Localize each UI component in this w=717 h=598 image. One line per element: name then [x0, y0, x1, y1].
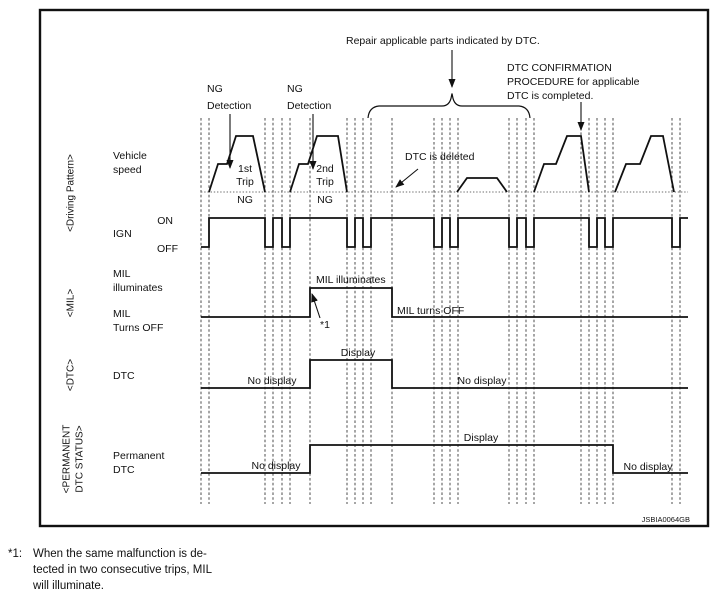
- driving-pattern-axis-label: <Driving Pattern>: [66, 154, 77, 232]
- footnote-line: When the same malfunction is de-: [33, 548, 207, 560]
- repair-brace: [367, 93, 531, 119]
- star1-marker: *1: [320, 319, 330, 331]
- mil-illuminates-label-line2: illuminates: [113, 282, 163, 294]
- trip1-label-line1: 1st: [238, 163, 252, 175]
- footnote-text: When the same malfunction is de- tected …: [33, 546, 212, 594]
- dtc-deleted-arrow: [395, 168, 419, 188]
- vehicle-speed-waveform-confirmation1: [533, 135, 590, 193]
- permanent-dtc-label-line1: Permanent: [113, 450, 164, 462]
- mil-waveform: [201, 287, 688, 318]
- dtc-axis-label: <DTC>: [66, 359, 77, 391]
- vehicle-speed-label-line1: Vehicle: [113, 150, 147, 162]
- dtc-row-label: DTC: [113, 370, 135, 382]
- trip2-label-line2: Trip: [316, 176, 334, 188]
- trip1-label-line2: Trip: [236, 176, 254, 188]
- footnote-line: will illuminate.: [33, 580, 104, 592]
- ng1-label-line1: NG: [207, 83, 223, 95]
- vehicle-speed-label-line2: speed: [113, 164, 142, 176]
- confirm-note-line1: DTC CONFIRMATION: [507, 62, 612, 74]
- ign-waveform: [201, 217, 688, 248]
- ng1-label-line2: Detection: [207, 100, 252, 112]
- mil-illuminates-label-line1: MIL: [113, 268, 131, 280]
- confirm-note-line3: DTC is completed.: [507, 90, 593, 102]
- trip1-label-line3: NG: [237, 194, 253, 206]
- dtc-waveform: [201, 359, 688, 389]
- footnote-line: tected in two consecutive trips, MIL: [33, 564, 212, 576]
- mil-axis-label: <MIL>: [66, 289, 77, 318]
- ng2-label-line1: NG: [287, 83, 303, 95]
- ign-off-label: OFF: [157, 243, 178, 255]
- mil-turns-off-annotation: MIL turns OFF: [397, 305, 464, 317]
- footnote-marker: *1:: [8, 548, 23, 560]
- trip2-label-line3: NG: [317, 194, 333, 206]
- permanent-dtc-label-line2: DTC: [113, 464, 135, 476]
- permanent-axis-label-line1: <PERMANENT: [62, 425, 73, 494]
- dtc-deleted-label: DTC is deleted: [405, 151, 475, 163]
- confirm-note-line2: PROCEDURE for applicable: [507, 76, 640, 88]
- mil-illuminates-annotation: MIL illuminates: [316, 274, 386, 286]
- mil-turnsoff-label-line2: Turns OFF: [113, 322, 163, 334]
- permanent-dtc-waveform: [201, 444, 688, 474]
- ign-label: IGN: [113, 228, 132, 240]
- pdtc-nodisplay-left-annotation: No display: [251, 460, 301, 472]
- figure-code: JSBIA0064GB: [642, 515, 690, 524]
- dtc-display-annotation: Display: [341, 347, 376, 359]
- pdtc-nodisplay-right-annotation: No display: [623, 461, 673, 473]
- mil-turnsoff-label-line1: MIL: [113, 308, 131, 320]
- dtc-nodisplay-right-annotation: No display: [457, 375, 507, 387]
- vehicle-speed-waveform-confirmation2: [614, 135, 675, 193]
- vehicle-speed-waveform-trip1: [208, 135, 266, 193]
- trip2-label-line1: 2nd: [316, 163, 334, 175]
- permanent-axis-label-line2: DTC STATUS>: [75, 425, 86, 492]
- star1-arrow: [311, 293, 321, 319]
- footnote: *1: When the same malfunction is de- tec…: [8, 546, 212, 594]
- dtc-nodisplay-left-annotation: No display: [247, 375, 297, 387]
- vehicle-speed-waveform-lowbump: [456, 177, 508, 193]
- repair-note: Repair applicable parts indicated by DTC…: [346, 35, 540, 47]
- pdtc-display-annotation: Display: [464, 432, 499, 444]
- ign-on-label: ON: [157, 215, 173, 227]
- ng2-label-line2: Detection: [287, 100, 332, 112]
